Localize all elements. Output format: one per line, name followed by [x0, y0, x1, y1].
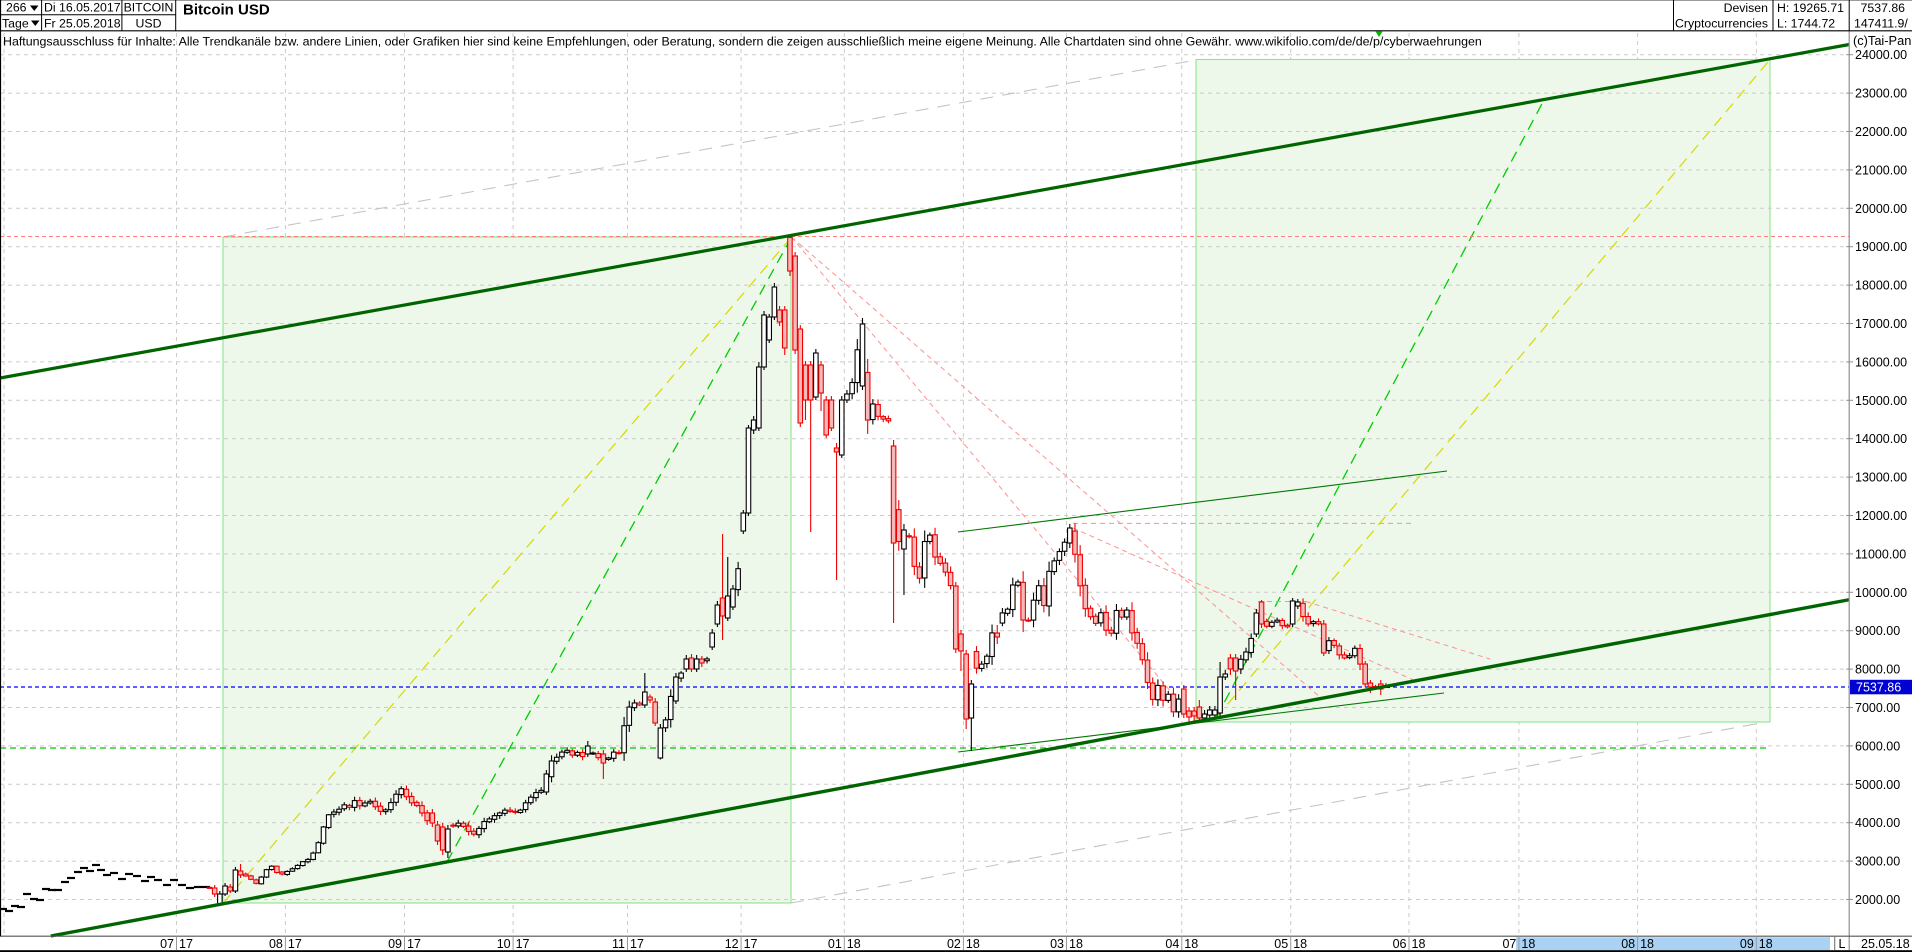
svg-text:09: 09: [388, 937, 402, 951]
svg-text:01: 01: [828, 937, 842, 951]
svg-text:15000.00: 15000.00: [1855, 394, 1907, 408]
svg-text:05: 05: [1274, 937, 1288, 951]
svg-text:11000.00: 11000.00: [1855, 547, 1906, 561]
svg-text:7537.86: 7537.86: [1861, 1, 1906, 15]
svg-text:25.05.18: 25.05.18: [1861, 937, 1910, 951]
svg-text:22000.00: 22000.00: [1855, 125, 1907, 139]
svg-text:24000.00: 24000.00: [1855, 48, 1907, 62]
svg-text:10: 10: [497, 937, 511, 951]
svg-text:02: 02: [947, 937, 961, 951]
svg-text:18: 18: [1759, 937, 1773, 951]
svg-text:9000.00: 9000.00: [1855, 624, 1900, 638]
svg-text:8000.00: 8000.00: [1855, 663, 1900, 677]
svg-text:Di 16.05.2017: Di 16.05.2017: [44, 1, 121, 15]
svg-text:18: 18: [1184, 937, 1198, 951]
svg-text:L: 1744.72: L: 1744.72: [1777, 17, 1835, 31]
svg-text:6000.00: 6000.00: [1855, 739, 1900, 753]
svg-text:16000.00: 16000.00: [1855, 355, 1907, 369]
svg-text:04: 04: [1165, 937, 1179, 951]
svg-text:18: 18: [1412, 937, 1426, 951]
svg-text:(c)Tai-Pan: (c)Tai-Pan: [1853, 33, 1911, 48]
svg-text:5000.00: 5000.00: [1855, 778, 1900, 792]
svg-text:11: 11: [612, 937, 625, 951]
svg-text:18: 18: [1293, 937, 1307, 951]
svg-text:08: 08: [1621, 937, 1635, 951]
svg-text:08: 08: [269, 937, 283, 951]
svg-text:Haftungsausschluss für Inhalte: Haftungsausschluss für Inhalte: Alle Tre…: [3, 35, 1482, 49]
svg-text:4000.00: 4000.00: [1855, 816, 1900, 830]
svg-text:18: 18: [1521, 937, 1535, 951]
svg-text:07: 07: [1502, 937, 1516, 951]
svg-text:20000.00: 20000.00: [1855, 202, 1907, 216]
svg-text:17000.00: 17000.00: [1855, 317, 1907, 331]
svg-text:18: 18: [966, 937, 980, 951]
svg-text:Bitcoin USD: Bitcoin USD: [183, 2, 270, 19]
svg-text:Tage: Tage: [2, 17, 29, 31]
svg-text:17: 17: [744, 937, 758, 951]
svg-text:07: 07: [160, 937, 174, 951]
svg-text:18: 18: [847, 937, 861, 951]
svg-text:Cryptocurrencies: Cryptocurrencies: [1675, 17, 1768, 31]
svg-text:USD: USD: [136, 17, 162, 31]
svg-text:21000.00: 21000.00: [1855, 163, 1907, 177]
svg-text:03: 03: [1050, 937, 1064, 951]
svg-text:17: 17: [630, 937, 644, 951]
svg-text:06: 06: [1393, 937, 1407, 951]
svg-text:12: 12: [725, 937, 739, 951]
svg-text:13000.00: 13000.00: [1855, 471, 1907, 485]
svg-text:2000.00: 2000.00: [1855, 893, 1900, 907]
svg-text:Fr 25.05.2018: Fr 25.05.2018: [44, 17, 121, 31]
svg-text:18000.00: 18000.00: [1855, 279, 1907, 293]
svg-text:7537.86: 7537.86: [1856, 680, 1901, 694]
svg-text:266: 266: [6, 1, 27, 15]
svg-text:18: 18: [1069, 937, 1083, 951]
svg-text:12000.00: 12000.00: [1855, 509, 1907, 523]
svg-text:14000.00: 14000.00: [1855, 432, 1907, 446]
svg-text:10000.00: 10000.00: [1855, 586, 1907, 600]
svg-text:19000.00: 19000.00: [1855, 240, 1907, 254]
svg-text:147411.9/: 147411.9/: [1854, 17, 1908, 31]
svg-text:17: 17: [516, 937, 530, 951]
svg-text:17: 17: [407, 937, 421, 951]
svg-text:17: 17: [179, 937, 193, 951]
svg-text:BITCOIN: BITCOIN: [124, 1, 174, 15]
svg-text:L: L: [1839, 937, 1846, 951]
svg-text:23000.00: 23000.00: [1855, 87, 1907, 101]
svg-text:H: 19265.71: H: 19265.71: [1777, 1, 1844, 15]
svg-text:17: 17: [288, 937, 302, 951]
svg-text:09: 09: [1740, 937, 1754, 951]
svg-text:7000.00: 7000.00: [1855, 701, 1900, 715]
svg-text:3000.00: 3000.00: [1855, 855, 1900, 869]
svg-text:Devisen: Devisen: [1724, 1, 1769, 15]
svg-text:18: 18: [1640, 937, 1654, 951]
